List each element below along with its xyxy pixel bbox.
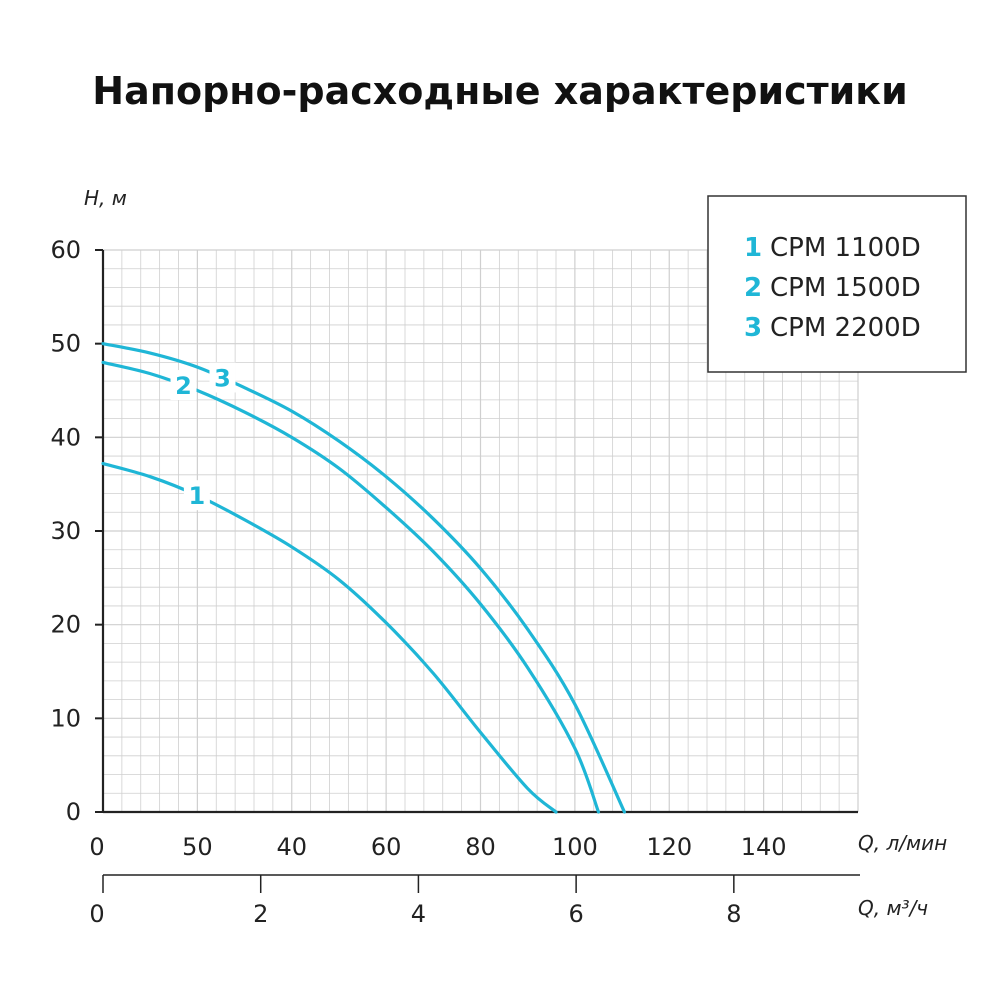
legend-number-1: 1 xyxy=(744,233,762,263)
series-label-bg-3 xyxy=(209,362,236,393)
x-axis-label: Q, л/мин xyxy=(858,831,947,855)
x-tick-label: 60 xyxy=(371,833,402,861)
x2-tick-label: 6 xyxy=(568,900,583,928)
series-label-bg-1 xyxy=(183,480,210,511)
x-tick-label: 120 xyxy=(646,833,692,861)
x2-axis-label: Q, м³/ч xyxy=(858,896,928,920)
chart-axes: 0 10 20 30 40 50 60 0 50 40 60 80 100 120 140 0 2 4 6 8 xyxy=(50,236,860,928)
chart-curves: 1 2 3 xyxy=(101,342,627,814)
legend-box xyxy=(707,195,967,373)
legend-number-2: 2 xyxy=(744,273,762,303)
legend-entry-3: CPM 2200D xyxy=(770,313,921,343)
y-tick-label: 40 xyxy=(50,423,81,451)
series-label-2: 2 xyxy=(175,372,192,400)
legend-entry-1: CPM 1100D xyxy=(770,233,921,263)
chart-grid xyxy=(102,249,859,813)
y-axis-label: H, м xyxy=(84,186,127,210)
chart-legend: 1 CPM 1100D 2 CPM 1500D 3 CPM 2200D xyxy=(707,195,967,373)
y-tick-label: 50 xyxy=(50,330,81,358)
x2-tick-label: 8 xyxy=(726,900,741,928)
y-tick-label: 30 xyxy=(50,517,81,545)
x-tick-label: 140 xyxy=(741,833,787,861)
y-tick-label: 0 xyxy=(66,798,81,826)
series-line-2 xyxy=(101,360,601,814)
series-line-3 xyxy=(101,342,627,814)
series-label-1: 1 xyxy=(189,482,206,510)
series-label-3: 3 xyxy=(214,364,231,392)
x-tick-label: 100 xyxy=(552,833,598,861)
y-tick-label: 20 xyxy=(50,611,81,639)
legend-entry-2: CPM 1500D xyxy=(770,273,921,303)
x-tick-label: 50 xyxy=(182,833,213,861)
legend-number-3: 3 xyxy=(744,313,762,343)
x-tick-label: 0 xyxy=(89,833,104,861)
y-tick-label: 10 xyxy=(50,704,81,732)
chart-title: Напорно-расходные характеристики xyxy=(92,69,907,113)
x-tick-label: 40 xyxy=(276,833,307,861)
x2-tick-label: 2 xyxy=(253,900,268,928)
x-tick-label: 80 xyxy=(465,833,496,861)
x2-tick-label: 0 xyxy=(89,900,104,928)
series-label-bg-2 xyxy=(170,370,197,401)
y-tick-label: 60 xyxy=(50,236,81,264)
x2-tick-label: 4 xyxy=(411,900,426,928)
